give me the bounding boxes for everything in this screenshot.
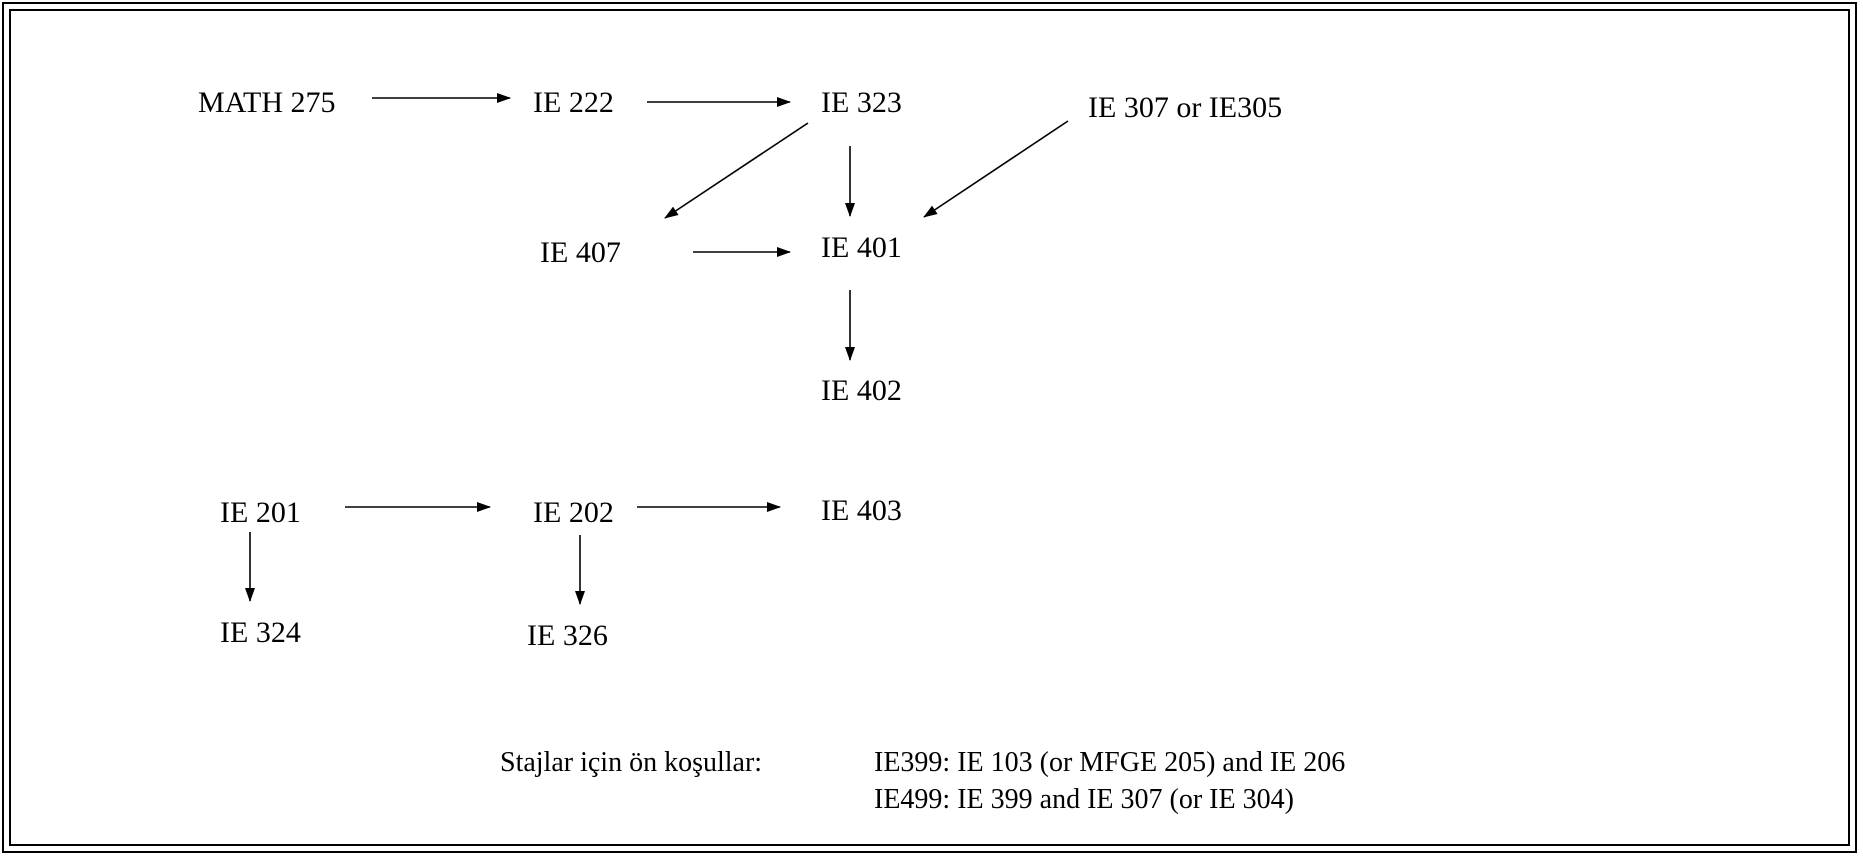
arrow-ie307-ie401: [923, 120, 1069, 218]
course-ie402: IE 402: [821, 374, 902, 407]
course-math275: MATH 275: [198, 86, 336, 119]
course-ie407: IE 407: [540, 236, 621, 269]
course-ie201: IE 201: [220, 496, 301, 529]
internship-ie399: IE399: IE 103 (or MFGE 205) and IE 206: [874, 747, 1346, 778]
internships-label: Stajlar için ön koşullar:: [500, 747, 763, 778]
course-ie307-or-ie305: IE 307 or IE305: [1088, 91, 1283, 124]
course-ie403: IE 403: [821, 494, 902, 527]
course-ie202: IE 202: [533, 496, 614, 529]
course-ie324: IE 324: [220, 616, 301, 649]
course-ie401: IE 401: [821, 231, 902, 264]
internship-ie499: IE499: IE 399 and IE 307 (or IE 304): [874, 784, 1294, 815]
arrow-ie323-ie407: [664, 122, 809, 219]
course-ie323: IE 323: [821, 86, 902, 119]
inner-border: [9, 9, 1850, 846]
course-ie326: IE 326: [527, 619, 608, 652]
course-ie222: IE 222: [533, 86, 614, 119]
